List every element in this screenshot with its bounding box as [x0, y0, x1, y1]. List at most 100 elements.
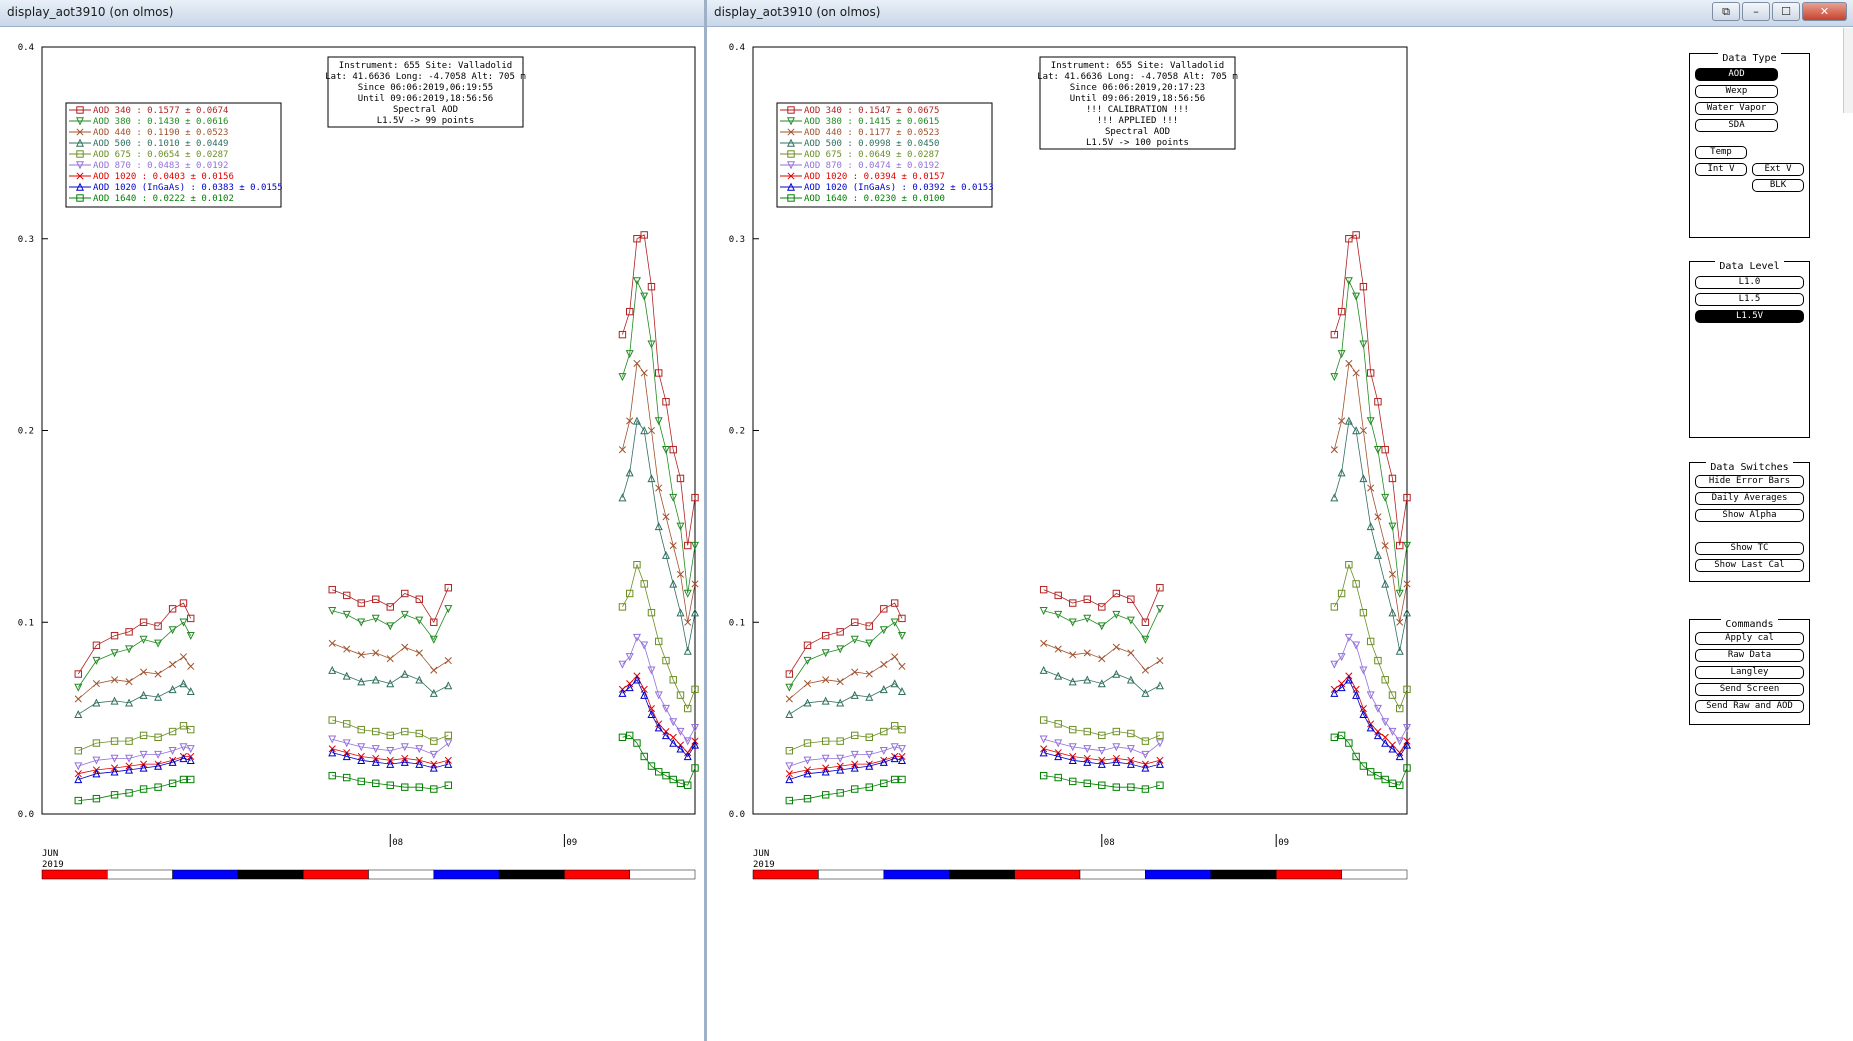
- l15v-button[interactable]: L1.5V: [1695, 310, 1804, 323]
- data-point: [626, 589, 634, 598]
- series-aod440: [785, 359, 1411, 703]
- sda-button[interactable]: SDA: [1695, 119, 1778, 132]
- data-point: [1098, 781, 1106, 789]
- series-line: [789, 563, 1408, 752]
- data-point: [1381, 738, 1390, 747]
- data-point: [1359, 426, 1367, 435]
- commands-title: Commands: [1721, 619, 1778, 630]
- blk-button[interactable]: BLK: [1752, 179, 1804, 192]
- int-v-button[interactable]: Int V: [1695, 163, 1747, 176]
- data-point: [640, 231, 648, 239]
- data-switches-panel: Data Switches Hide Error Bars Daily Aver…: [1689, 462, 1810, 582]
- data-point: [1337, 350, 1346, 359]
- series-line: [78, 679, 696, 780]
- data-point: [1112, 783, 1121, 791]
- data-point: [898, 614, 906, 623]
- data-point: [1352, 231, 1360, 239]
- data-point: [1039, 665, 1048, 674]
- info-line: !!! APPLIED !!!: [1097, 116, 1178, 126]
- data-point: [655, 369, 663, 377]
- raw-data-button[interactable]: Raw Data: [1695, 649, 1804, 662]
- send-screen-button[interactable]: Send Screen: [1695, 683, 1804, 696]
- data-point: [1098, 655, 1106, 663]
- legend-entry: AOD 1020 (InGaAs) : 0.0383 ± 0.0155: [93, 183, 283, 193]
- restore-icon[interactable]: ⧉: [1712, 2, 1740, 21]
- data-point: [1366, 723, 1375, 732]
- data-point: [110, 767, 119, 776]
- data-point: [891, 775, 899, 784]
- show-alpha-button[interactable]: Show Alpha: [1695, 509, 1804, 522]
- data-point: [139, 750, 148, 759]
- data-point: [785, 775, 794, 784]
- data-point: [140, 668, 148, 676]
- daily-averages-button[interactable]: Daily Averages: [1695, 492, 1804, 505]
- data-point: [1381, 493, 1390, 502]
- data-point: [1040, 639, 1048, 647]
- data-point: [92, 794, 101, 803]
- show-tc-button[interactable]: Show TC: [1695, 542, 1804, 555]
- x-tick-label: 09: [1278, 838, 1289, 848]
- data-point: [803, 680, 812, 688]
- l10-button[interactable]: L1.0: [1695, 276, 1804, 289]
- data-point: [74, 762, 83, 771]
- data-point: [179, 754, 188, 763]
- water-vapor-button[interactable]: Water Vapor: [1695, 102, 1778, 115]
- data-point: [372, 595, 380, 603]
- left-plot-window: display_aot3910 (on olmos) 0.0 0.1 0.2 0.3 0…: [0, 0, 704, 1041]
- wexp-button[interactable]: Wexp: [1695, 85, 1778, 98]
- series-line: [789, 636, 1408, 767]
- data-point: [1069, 725, 1077, 734]
- data-point: [444, 605, 453, 614]
- l15-button[interactable]: L1.5: [1695, 293, 1804, 306]
- timeline-segment: [498, 869, 565, 880]
- data-point: [669, 445, 677, 454]
- series-aod1020: [74, 672, 699, 778]
- data-point: [1388, 608, 1397, 617]
- left-title-bar[interactable]: display_aot3910 (on olmos): [0, 0, 704, 27]
- data-point: [785, 762, 794, 771]
- legend-marker: [75, 138, 85, 147]
- data-point: [836, 698, 845, 707]
- timeline-segment: [433, 869, 500, 880]
- show-last-cal-button[interactable]: Show Last Cal: [1695, 559, 1804, 572]
- timeline-segment: [237, 869, 304, 880]
- aod-button[interactable]: AOD: [1695, 68, 1778, 81]
- data-point: [400, 610, 409, 619]
- series-aod870: [74, 633, 700, 771]
- data-point: [669, 541, 677, 550]
- data-point: [415, 649, 423, 657]
- hide-error-bars-button[interactable]: Hide Error Bars: [1695, 475, 1804, 488]
- data-point: [669, 738, 678, 747]
- send-raw-and-aod-button[interactable]: Send Raw and AOD: [1695, 700, 1804, 713]
- data-point: [691, 580, 699, 588]
- maximize-icon[interactable]: ☐: [1772, 2, 1800, 21]
- timeline-segment: [818, 869, 885, 880]
- apply-cal-button[interactable]: Apply cal: [1695, 632, 1804, 645]
- close-icon[interactable]: ✕: [1802, 2, 1847, 21]
- langley-button[interactable]: Langley: [1695, 666, 1804, 679]
- minimize-icon[interactable]: –: [1742, 2, 1770, 21]
- data-point: [1396, 618, 1404, 626]
- temp-button[interactable]: Temp: [1695, 146, 1747, 159]
- data-point: [879, 747, 888, 756]
- info-line: Spectral AOD: [1105, 127, 1170, 137]
- data-point: [74, 683, 83, 692]
- data-point: [328, 607, 337, 616]
- right-title-bar[interactable]: display_aot3910 (on olmos) ⧉ – ☐ ✕: [707, 0, 1853, 27]
- data-point: [821, 649, 830, 658]
- data-point: [618, 330, 627, 339]
- data-point: [1330, 688, 1339, 697]
- ext-v-button[interactable]: Ext V: [1752, 163, 1804, 176]
- timeline-segment: [629, 869, 696, 880]
- data-point: [669, 775, 677, 784]
- data-point: [125, 765, 134, 774]
- timeline-segment: [1145, 869, 1212, 880]
- data-point: [1381, 775, 1389, 784]
- legend-marker: [76, 150, 84, 158]
- data-point: [1068, 677, 1077, 686]
- data-point: [154, 670, 162, 678]
- data-point: [400, 669, 409, 678]
- edge-scroll-strip[interactable]: [1843, 28, 1853, 113]
- data-point: [187, 725, 195, 734]
- data-point: [125, 645, 134, 654]
